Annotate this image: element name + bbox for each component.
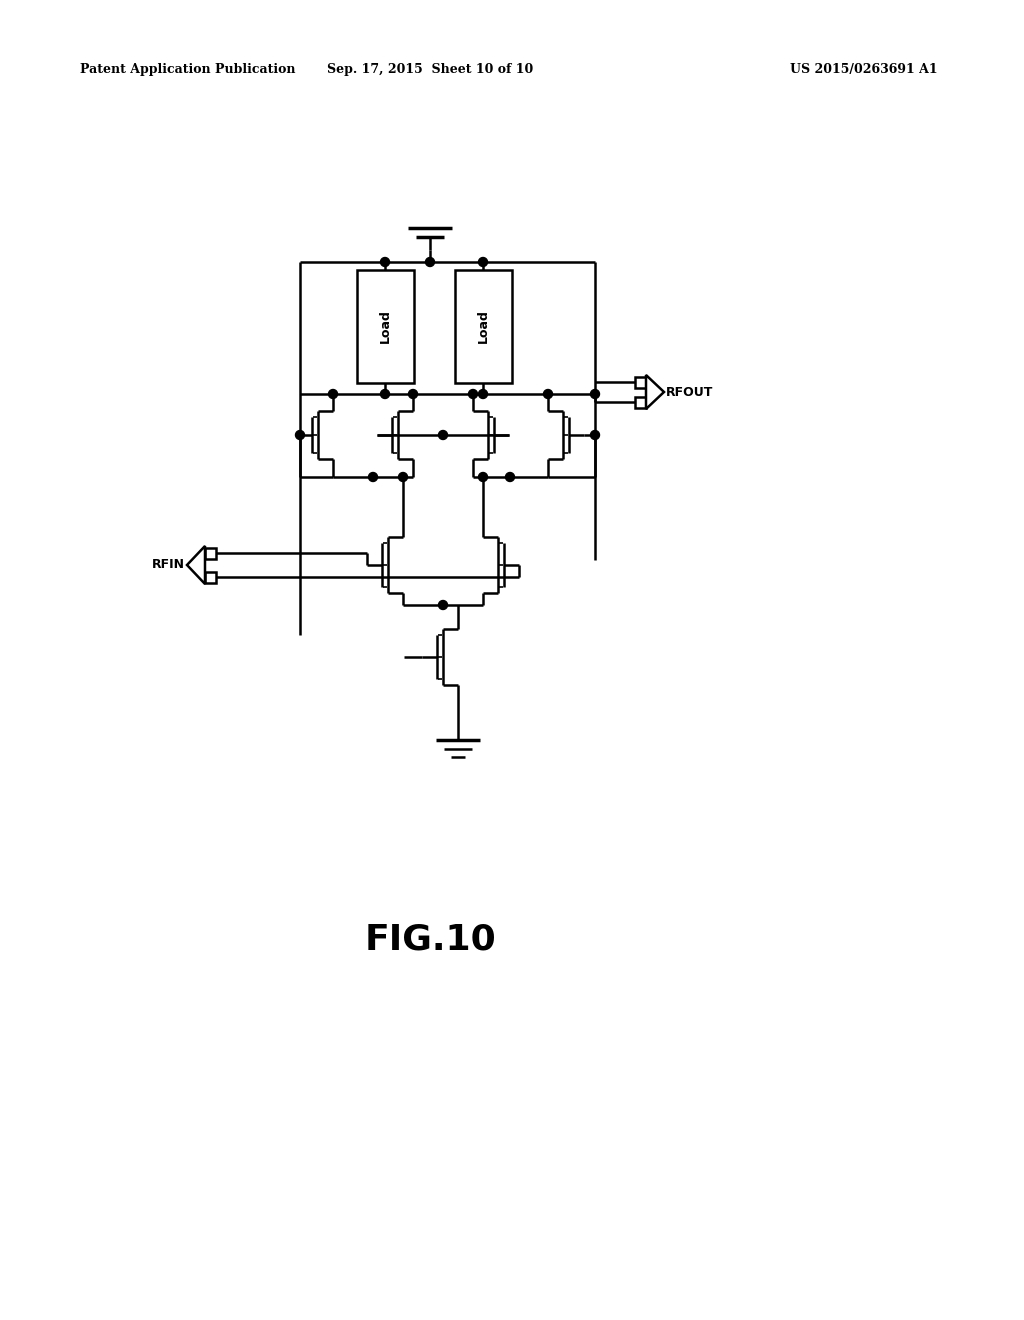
Polygon shape	[646, 375, 664, 409]
Bar	[455, 271, 512, 383]
Text: US 2015/0263691 A1: US 2015/0263691 A1	[790, 63, 938, 77]
Circle shape	[296, 430, 304, 440]
Text: FIG.10: FIG.10	[365, 923, 496, 957]
Text: Sep. 17, 2015  Sheet 10 of 10: Sep. 17, 2015 Sheet 10 of 10	[327, 63, 534, 77]
Circle shape	[591, 389, 599, 399]
Text: Load: Load	[477, 310, 490, 343]
Polygon shape	[187, 546, 205, 583]
Bar	[205, 572, 216, 583]
Circle shape	[544, 389, 553, 399]
Bar	[635, 378, 646, 388]
Circle shape	[506, 473, 514, 482]
Text: RFOUT: RFOUT	[666, 385, 714, 399]
Circle shape	[398, 473, 408, 482]
Text: Load: Load	[379, 310, 392, 343]
Circle shape	[381, 257, 389, 267]
Text: Patent Application Publication: Patent Application Publication	[80, 63, 296, 77]
Circle shape	[438, 601, 447, 610]
Circle shape	[438, 430, 447, 440]
Circle shape	[591, 430, 599, 440]
Circle shape	[409, 389, 418, 399]
Circle shape	[381, 389, 389, 399]
Circle shape	[478, 473, 487, 482]
Circle shape	[369, 473, 378, 482]
Circle shape	[329, 389, 338, 399]
Bar	[635, 397, 646, 408]
Bar	[205, 548, 216, 558]
Circle shape	[469, 389, 477, 399]
Circle shape	[478, 389, 487, 399]
Bar	[357, 271, 414, 383]
Text: RFIN: RFIN	[152, 558, 185, 572]
Circle shape	[478, 257, 487, 267]
Circle shape	[426, 257, 434, 267]
